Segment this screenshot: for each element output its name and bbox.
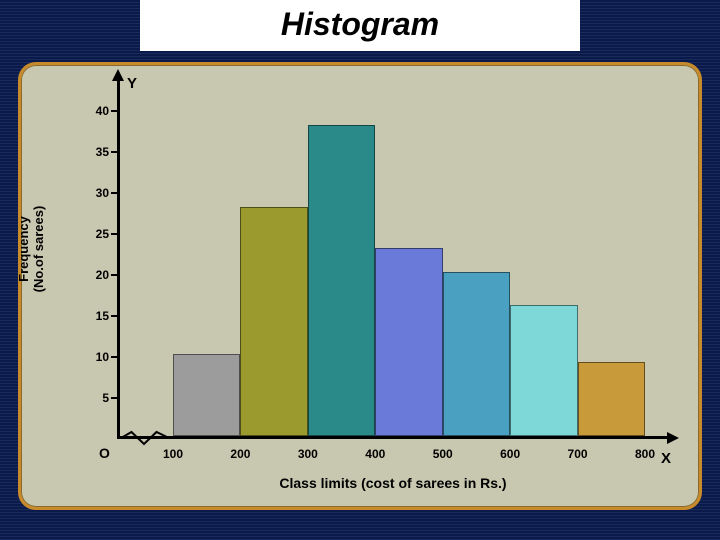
y-tick-label: 20 xyxy=(79,268,109,282)
y-tick-label: 35 xyxy=(79,145,109,159)
x-tick-label: 600 xyxy=(500,447,520,461)
x-axis-title: Class limits (cost of sarees in Rs.) xyxy=(279,475,506,491)
histogram-bar xyxy=(510,305,577,436)
histogram-bar xyxy=(578,362,645,436)
y-axis-title-line1: Frequency xyxy=(16,216,31,282)
origin-label: O xyxy=(99,445,110,461)
y-tick xyxy=(111,397,117,399)
y-tick xyxy=(111,274,117,276)
y-axis-arrow xyxy=(112,69,124,81)
x-tick-label: 500 xyxy=(433,447,453,461)
x-tick-label: 800 xyxy=(635,447,655,461)
y-axis-title-line2: (No.of sarees) xyxy=(31,206,46,293)
histogram-bar xyxy=(308,125,375,436)
x-tick-label: 200 xyxy=(230,447,250,461)
y-tick-label: 30 xyxy=(79,186,109,200)
y-tick-label: 10 xyxy=(79,350,109,364)
x-tick-label: 400 xyxy=(365,447,385,461)
x-axis-arrow xyxy=(667,432,679,444)
x-tick-label: 300 xyxy=(298,447,318,461)
y-axis-title: Frequency (No.of sarees) xyxy=(16,159,46,339)
x-axis-line xyxy=(117,436,669,439)
slide: { "title": "Histogram", "chart": { "type… xyxy=(0,0,720,540)
x-axis-letter: X xyxy=(661,450,671,467)
histogram-bar xyxy=(240,207,307,436)
axis-break-icon xyxy=(119,429,175,447)
y-tick xyxy=(111,356,117,358)
y-tick xyxy=(111,315,117,317)
histogram-bar xyxy=(443,272,510,436)
y-tick-label: 15 xyxy=(79,309,109,323)
y-tick xyxy=(111,233,117,235)
chart-card: Y X O Frequency (No.of sarees) Class lim… xyxy=(18,62,702,510)
x-tick-label: 100 xyxy=(163,447,183,461)
y-tick-label: 5 xyxy=(79,391,109,405)
x-tick-label: 700 xyxy=(568,447,588,461)
histogram-bar xyxy=(173,354,240,436)
page-title: Histogram xyxy=(140,0,580,51)
y-tick-label: 40 xyxy=(79,104,109,118)
y-tick xyxy=(111,192,117,194)
y-tick xyxy=(111,110,117,112)
y-axis-line xyxy=(117,79,120,439)
y-axis-letter: Y xyxy=(127,75,137,92)
histogram-plot: Y X O Frequency (No.of sarees) Class lim… xyxy=(117,79,669,439)
y-tick xyxy=(111,151,117,153)
y-tick-label: 25 xyxy=(79,227,109,241)
histogram-bar xyxy=(375,248,442,436)
